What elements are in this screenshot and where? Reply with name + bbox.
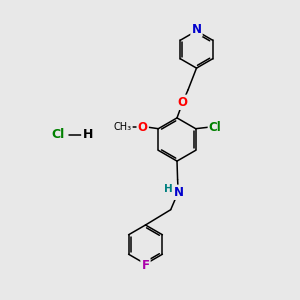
Text: O: O	[178, 96, 188, 109]
Text: Cl: Cl	[51, 128, 64, 142]
Text: Cl: Cl	[209, 121, 222, 134]
Text: H: H	[82, 128, 93, 142]
Text: N: N	[191, 23, 202, 36]
Text: F: F	[142, 259, 149, 272]
Text: CH₃: CH₃	[113, 122, 132, 132]
Text: N: N	[174, 186, 184, 199]
Text: O: O	[138, 121, 148, 134]
Text: H: H	[164, 184, 173, 194]
